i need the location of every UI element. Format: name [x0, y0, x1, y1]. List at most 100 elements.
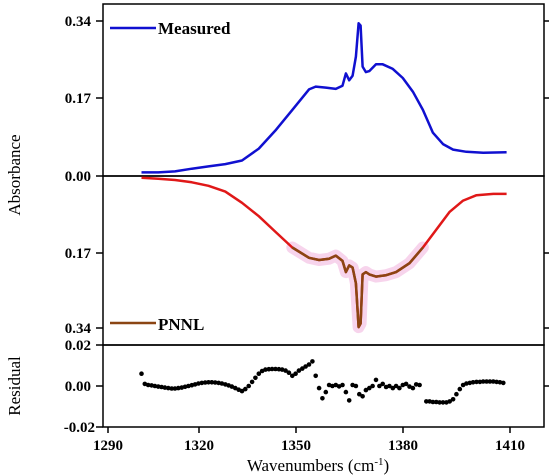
- pnnl-series: [141, 176, 507, 334]
- residual-point: [450, 397, 456, 402]
- residual-point: [209, 380, 215, 385]
- residual-point: [340, 382, 345, 388]
- residual-point: [487, 379, 493, 384]
- residual-point: [447, 399, 453, 404]
- legend-label-measured: Measured: [158, 19, 231, 38]
- residual-point: [464, 381, 469, 386]
- residual-point: [377, 383, 382, 389]
- x-axis-title: Wavenumbers (cm-1): [247, 456, 389, 475]
- residual-point: [263, 367, 268, 372]
- residual-point: [417, 382, 422, 388]
- bottom-ytick-2: -0.02: [64, 420, 95, 436]
- residual-point: [357, 391, 362, 397]
- top-ytick-1: 0.17: [65, 91, 92, 107]
- residual-point: [501, 380, 506, 386]
- xtick-3: 1380: [388, 438, 418, 454]
- residual-point: [474, 379, 479, 385]
- residual-series: [139, 359, 506, 405]
- residual-point: [196, 381, 201, 386]
- residual-point: [300, 366, 305, 371]
- residual-point: [457, 386, 463, 392]
- x-axis-title-main: Wavenumbers (cm: [247, 456, 375, 475]
- residual-point: [343, 389, 349, 395]
- residual-point: [484, 379, 489, 384]
- residual-point: [269, 366, 275, 372]
- x-axis-title-close: ): [384, 456, 390, 475]
- residual-point: [413, 382, 419, 387]
- residual-point: [360, 394, 365, 399]
- residual-point: [296, 368, 302, 373]
- bottom-ytick-0: 0.02: [65, 338, 91, 354]
- pnnl-overlap-line: [291, 246, 424, 329]
- residual-point: [323, 389, 329, 395]
- residual-point: [367, 385, 372, 391]
- xtick-4: 1410: [495, 438, 525, 454]
- residual-point: [424, 399, 429, 404]
- residual-point: [202, 380, 208, 385]
- residual-point: [246, 383, 251, 389]
- residual-point: [169, 386, 174, 391]
- residual-point: [480, 379, 486, 384]
- top-ytick-0: 0.00: [65, 169, 91, 185]
- xtick-1: 1320: [184, 438, 214, 454]
- residual-point: [286, 370, 292, 376]
- residual-point: [243, 386, 248, 392]
- residual-point: [249, 379, 255, 385]
- residual-point: [316, 385, 322, 391]
- residual-point: [199, 380, 205, 386]
- residual-point: [310, 359, 315, 364]
- residual-point: [313, 373, 319, 379]
- residual-point: [166, 385, 171, 391]
- tick-marks: [96, 20, 549, 433]
- residual-point: [363, 387, 369, 393]
- residual-point: [206, 380, 211, 385]
- legend-label-pnnl: PNNL: [158, 315, 204, 334]
- residual-point: [320, 396, 325, 401]
- xtick-0: 1290: [93, 438, 123, 454]
- pnnl-line: [141, 176, 507, 329]
- residual-point: [353, 383, 359, 389]
- residual-point: [497, 380, 503, 385]
- residual-point: [380, 381, 386, 387]
- middle-ytick-1: 0.17: [65, 246, 92, 262]
- bottom-ytick-1: 0.00: [65, 379, 91, 395]
- residual-point: [373, 377, 379, 383]
- measured-line: [141, 22, 507, 174]
- residual-point: [393, 383, 399, 389]
- residual-point: [370, 383, 375, 389]
- residual-point: [266, 366, 272, 372]
- residual-point: [212, 380, 218, 385]
- residual-point: [290, 373, 295, 379]
- residual-point: [283, 368, 288, 373]
- residual-point: [306, 362, 312, 367]
- y-axis-title-residual: Residual: [5, 356, 24, 416]
- residual-point: [430, 399, 436, 405]
- residual-point: [440, 400, 446, 405]
- residual-point: [162, 385, 168, 390]
- residual-point: [139, 371, 144, 377]
- top-ytick-2: 0.34: [65, 14, 92, 30]
- residual-point: [410, 385, 416, 391]
- residual-point: [454, 391, 459, 397]
- residual-point: [387, 383, 392, 389]
- residual-point: [176, 385, 181, 391]
- residual-point: [470, 380, 476, 385]
- residual-point: [303, 364, 308, 369]
- residual-point: [273, 366, 278, 372]
- residual-point: [253, 375, 258, 381]
- residual-point: [346, 398, 352, 403]
- residual-point: [239, 388, 245, 394]
- middle-ytick-2: 0.34: [65, 321, 92, 337]
- y-axis-title-absorbance: Absorbance: [5, 134, 24, 215]
- residual-point: [145, 382, 151, 388]
- residual-point: [403, 381, 409, 387]
- xtick-2: 1350: [281, 438, 311, 454]
- residual-point: [437, 400, 442, 405]
- residual-point: [397, 385, 402, 391]
- x-axis-title-sup: -1: [374, 456, 383, 468]
- residual-point: [390, 385, 396, 391]
- residual-point: [293, 371, 298, 377]
- residual-point: [152, 383, 158, 389]
- residual-point: [256, 371, 262, 377]
